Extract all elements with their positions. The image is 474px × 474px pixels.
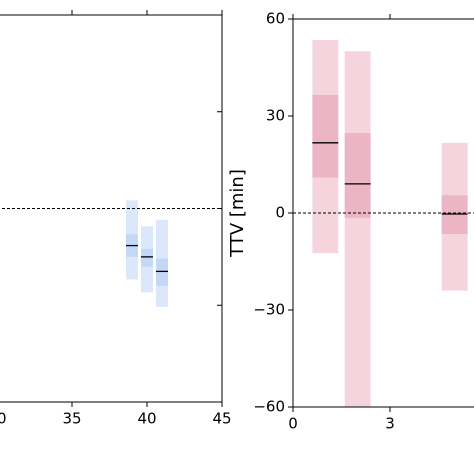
interquartile-box — [141, 248, 153, 267]
interquartile-box — [312, 94, 339, 178]
y-tick-label: −60 — [253, 398, 285, 416]
x-tick-label: 45 — [212, 410, 231, 428]
interquartile-box — [344, 133, 371, 218]
y-tick-label: 30 — [266, 107, 285, 125]
y-tick-label: 0 — [275, 204, 285, 222]
y-tick-label: 60 — [266, 10, 285, 28]
interquartile-box — [156, 258, 168, 286]
x-tick-label: 40 — [137, 410, 156, 428]
y-tick-label: −30 — [253, 301, 285, 319]
x-tick-label: 30 — [0, 410, 7, 428]
x-tick-label: 0 — [288, 415, 298, 433]
x-tick-label: 35 — [62, 410, 81, 428]
whisker-range — [344, 51, 371, 407]
y-axis-label: TTV [min] — [227, 169, 248, 258]
x-tick-label: 3 — [385, 415, 395, 433]
